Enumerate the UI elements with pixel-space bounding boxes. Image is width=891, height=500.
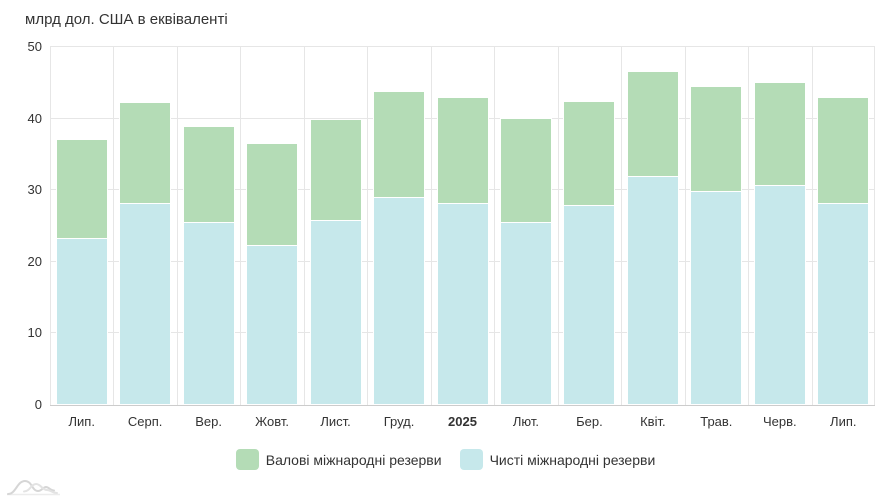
- gridline-x-3: [240, 47, 241, 405]
- bar-net-Лип.[interactable]: [817, 203, 870, 405]
- bar-net-Серп.[interactable]: [119, 203, 172, 405]
- x-tick-label-5: Груд.: [383, 414, 415, 429]
- y-tick-label-20: 20: [27, 253, 42, 269]
- x-tick-label-4: Лист.: [320, 414, 351, 429]
- gridline-y-50: [50, 46, 875, 47]
- y-tick-label-40: 40: [27, 110, 42, 126]
- y-tick-label-30: 30: [27, 182, 42, 198]
- gridline-x-13: [874, 47, 875, 405]
- y-tick-label-10: 10: [27, 325, 42, 341]
- bar-net-Трав.[interactable]: [690, 190, 743, 405]
- x-tick-label-11: Черв.: [762, 414, 797, 429]
- waves-logo-icon: [7, 479, 60, 496]
- bar-net-Груд.[interactable]: [373, 197, 426, 405]
- legend-label-net: Чисті міжнародні резерви: [489, 451, 656, 468]
- legend: Валові міжнародні резерви Чисті міжнарод…: [0, 449, 891, 470]
- legend-label-gross: Валові міжнародні резерви: [265, 451, 442, 468]
- gridline-x-6: [431, 47, 432, 405]
- gridline-x-10: [685, 47, 686, 405]
- bar-net-Черв.[interactable]: [753, 185, 806, 405]
- bar-net-Вер.[interactable]: [182, 222, 235, 405]
- gross-series-swatch-icon: [235, 449, 259, 470]
- gridline-x-11: [748, 47, 749, 405]
- bar-net-2025[interactable]: [436, 203, 489, 405]
- bar-net-Лют.[interactable]: [499, 221, 552, 405]
- gridline-x-8: [558, 47, 559, 405]
- legend-item-net[interactable]: Чисті міжнародні резерви: [459, 449, 656, 470]
- bar-net-Лип.[interactable]: [55, 238, 108, 405]
- gridline-x-7: [494, 47, 495, 405]
- x-tick-label-7: Лют.: [512, 414, 539, 429]
- x-tick-label-3: Жовт.: [255, 414, 290, 429]
- x-tick-label-6: 2025: [448, 414, 477, 429]
- x-tick-label-2: Вер.: [195, 414, 223, 429]
- gridline-x-9: [621, 47, 622, 405]
- gridline-x-2: [177, 47, 178, 405]
- x-tick-label-1: Серп.: [127, 414, 163, 429]
- bar-net-Квіт.[interactable]: [626, 175, 679, 405]
- x-tick-label-9: Квіт.: [640, 414, 666, 429]
- bar-net-Бер.[interactable]: [563, 205, 616, 405]
- x-tick-label-12: Лип.: [830, 414, 857, 429]
- x-tick-label-10: Трав.: [700, 414, 733, 429]
- bar-net-Лист.[interactable]: [309, 219, 362, 405]
- gridline-x-0: [50, 47, 51, 405]
- y-tick-label-50: 50: [27, 39, 42, 54]
- gridline-y-0: [50, 405, 875, 406]
- gridline-x-4: [304, 47, 305, 405]
- bar-net-Жовт.[interactable]: [246, 244, 299, 405]
- gridline-x-5: [367, 47, 368, 405]
- x-axis: Лип. Серп. Вер. Жовт. Лист. Груд. 2025 Лют. Бер.…: [50, 414, 875, 432]
- y-tick-label-0: 0: [34, 397, 42, 412]
- chart-title: млрд дол. США в еквіваленті: [25, 11, 228, 28]
- gridline-x-12: [812, 47, 813, 405]
- x-tick-label-0: Лип.: [68, 414, 95, 429]
- plot-area: [50, 46, 875, 406]
- legend-item-gross[interactable]: Валові міжнародні резерви: [235, 449, 442, 470]
- x-tick-label-8: Бер.: [576, 414, 603, 429]
- net-series-swatch-icon: [459, 449, 483, 470]
- gridline-x-1: [113, 47, 114, 405]
